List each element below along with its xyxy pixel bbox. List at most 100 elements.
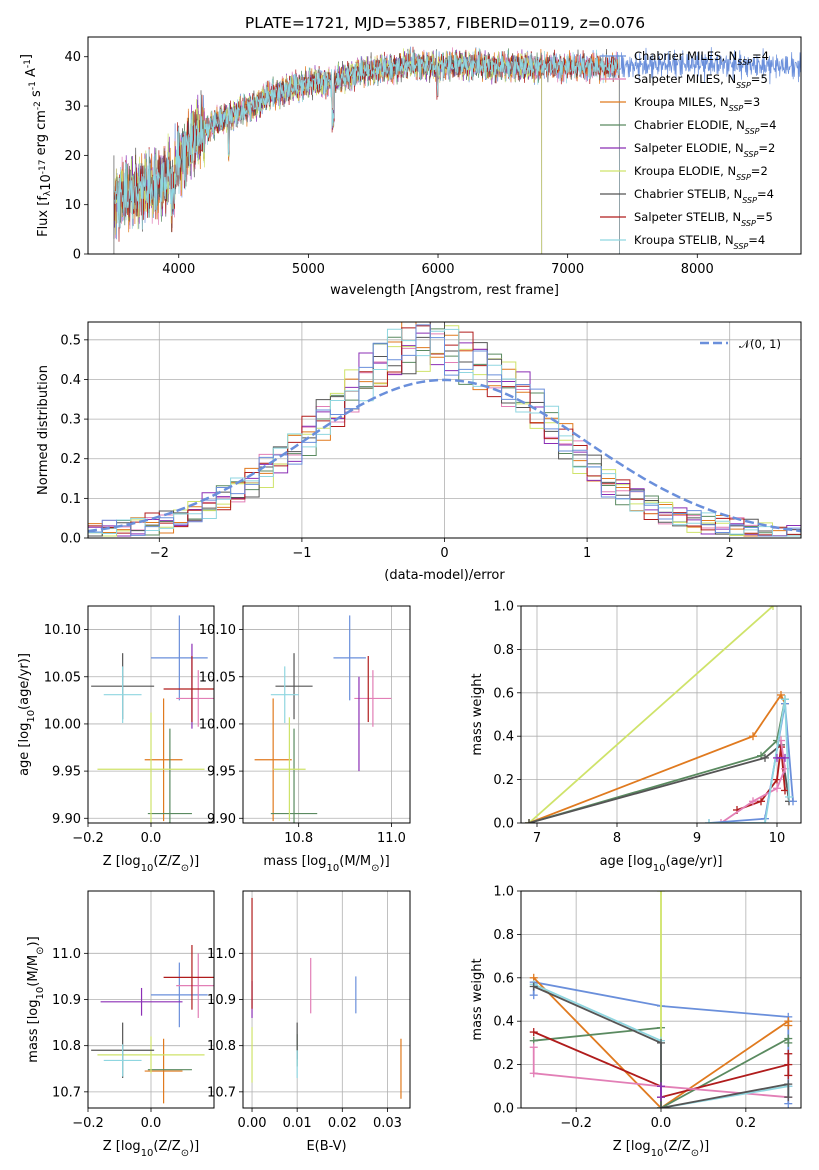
legend-entry: Chabrier STELIB, NSSP=4 (634, 187, 774, 205)
legend-subscript: SSP (734, 242, 749, 251)
legend-nssp-value: 4 (758, 233, 765, 247)
x-axis-label: Z [log10(Z/Z⊙)] (613, 1139, 709, 1159)
errorbar-point (97, 712, 205, 823)
y-label-part: )] (26, 936, 41, 946)
legend-entry: Chabrier MILES, NSSP=4 (634, 49, 769, 67)
y-tick-label: 20 (64, 149, 81, 164)
weight-point-marker (784, 1071, 793, 1080)
y-tick-label: 9.95 (207, 765, 236, 780)
weight-point-marker (789, 797, 797, 806)
y-tick-label: 10.9 (207, 993, 236, 1008)
y-tick-label: 11.0 (52, 947, 81, 962)
errorbar-point (273, 717, 306, 822)
x-tick-label: −0.2 (560, 1116, 592, 1131)
x-axis-label: mass [log10(M/M⊙)] (263, 854, 389, 874)
legend-entry-name: Salpeter ELODIE (634, 141, 728, 155)
weight-series-line (533, 985, 790, 1108)
legend-nssp-value: 2 (760, 164, 767, 178)
legend-entry: Salpeter MILES, NSSP=5 (634, 72, 768, 90)
x-label-part: 10 (327, 863, 340, 874)
weight-point-marker (529, 982, 538, 991)
x-tick-label: 5000 (292, 262, 325, 277)
legend-n-symbol: N (727, 72, 736, 86)
errorbar-point (176, 670, 214, 727)
legend-equals: = (757, 187, 767, 201)
x-tick-label: 9 (693, 831, 701, 846)
y-label-part: age [log (17, 723, 32, 776)
legend-entry-name: Chabrier STELIB (634, 187, 726, 201)
errorbar-point (275, 653, 313, 720)
weight-point-marker (657, 1082, 665, 1091)
y-label-part: 10 (26, 710, 37, 723)
y-tick-label: 9.95 (52, 765, 81, 780)
y-label-part: Flux [f (36, 196, 51, 237)
normal-curve (88, 378, 801, 533)
x-tick-label: 6000 (421, 262, 454, 277)
errorbar-point (270, 666, 299, 723)
errorbar-point (103, 1044, 142, 1077)
weight-lines (525, 606, 797, 823)
y-tick-label: 10.05 (199, 670, 236, 685)
y-tick-label: 0.8 (493, 643, 514, 658)
y-tick-label: 0.0 (60, 532, 81, 547)
x-tick-label: 7000 (551, 262, 584, 277)
legend-equals: = (760, 118, 770, 132)
weight-point-marker (784, 1049, 793, 1058)
y-label-part: ⊙ (35, 946, 46, 954)
legend-subscript: SSP (745, 127, 760, 136)
x-tick-label: 7 (533, 831, 541, 846)
x-label-part: age [log (600, 854, 653, 869)
mass-vs-extinction-panel: 0.00 0.01 0.02 0.03 10.7 10.8 10.9 11.0 E(B-V) (207, 890, 411, 1154)
x-tick-label: 0.01 (283, 1116, 312, 1131)
x-axis-label: age [log10(age/yr)] (600, 854, 723, 874)
y-label-part: -1 (28, 81, 38, 90)
x-tick-label: 0.0 (141, 1116, 162, 1131)
weight-point-marker (529, 991, 538, 1000)
weight-lines (529, 891, 793, 1108)
weight-point-marker (777, 690, 785, 699)
x-label-part: (Z/Z (153, 1139, 180, 1154)
spectrum-series-line (114, 47, 620, 254)
x-tick-label: 8 (613, 831, 621, 846)
errorbar-points (251, 897, 402, 1099)
y-axis-label: Normed distribution (36, 365, 51, 495)
weight-point-marker (761, 753, 769, 762)
errorbar-point (270, 728, 318, 823)
y-tick-label: 30 (64, 100, 81, 115)
y-label-part: mass [log (26, 999, 41, 1062)
spectrum-legend: Chabrier MILES, NSSP=4 Salpeter MILES, NS… (600, 49, 776, 251)
legend-nssp-value: 3 (753, 95, 760, 109)
weight-point-marker (529, 1043, 538, 1052)
errorbar-point (100, 987, 183, 1016)
x-label-part: Z [log (103, 1139, 141, 1154)
legend-separator: , (725, 210, 732, 224)
y-tick-label: 1.0 (493, 885, 514, 900)
legend-entry: Kroupa ELODIE, NSSP=2 (634, 164, 768, 182)
weight-point-marker (761, 819, 769, 823)
y-tick-label: 10 (64, 198, 81, 213)
y-axis-label: mass [log10(M/M⊙)] (26, 936, 46, 1062)
y-tick-label: 10.9 (52, 993, 81, 1008)
y-tick-label: 9.90 (207, 812, 236, 827)
y-tick-label: 0.2 (493, 773, 514, 788)
errorbar-points (254, 615, 392, 823)
weight-point-marker (773, 784, 781, 793)
weight-point-marker (657, 891, 665, 895)
x-tick-label: 1 (583, 546, 591, 561)
x-label-part: E(B-V) (306, 1139, 346, 1154)
errorbar-point (354, 670, 392, 727)
y-tick-label: 0.5 (60, 333, 81, 348)
y-label-part: -2 (33, 101, 43, 110)
errorbar-point (163, 656, 214, 723)
x-label-part: (age/yr)] (666, 854, 723, 869)
legend-separator: , (720, 72, 727, 86)
legend-entry: Kroupa MILES, NSSP=3 (634, 95, 760, 113)
x-label-part: ⊙ (181, 1148, 189, 1159)
weight-point-marker (525, 819, 533, 823)
errorbar-points (91, 945, 214, 1104)
legend-n-symbol: N (720, 95, 729, 109)
figure-title: PLATE=1721, MJD=53857, FIBERID=0119, z=0… (245, 14, 645, 32)
y-tick-label: 10.05 (44, 670, 81, 685)
legend-entry: Chabrier ELODIE, NSSP=4 (634, 118, 776, 136)
